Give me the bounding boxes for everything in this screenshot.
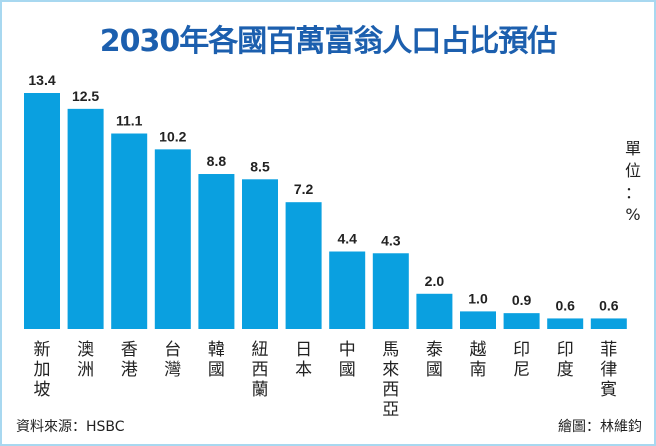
value-label: 13.4 [28,72,55,88]
bar-10 [460,311,496,329]
value-label: 0.6 [555,297,575,313]
category-label: 香港 [121,340,138,380]
bar-12 [547,318,584,329]
value-label: 4.4 [337,231,357,247]
bar-9 [416,293,453,329]
value-label: 1.0 [468,290,488,306]
bar-6 [285,202,322,329]
category-label: 韓國 [208,340,225,380]
bar-3 [154,149,191,329]
category-label: 馬來西亞 [382,340,399,420]
credit-note: 繪圖：林維鈞 [558,419,642,435]
category-label: 紐西蘭 [252,340,269,400]
value-label: 0.9 [512,292,532,308]
category-label: 中國 [339,340,356,380]
value-label: 0.6 [599,297,619,313]
value-label: 4.3 [381,232,401,248]
category-label: 新加坡 [34,340,51,400]
bar-1 [67,108,104,330]
bar-5 [242,179,278,329]
bar-8 [372,253,409,329]
value-label: 11.1 [116,113,143,129]
value-label: 10.2 [159,128,186,144]
chart-title: 2030年各國百萬富翁人口占比預估 [99,24,558,59]
category-label: 越南 [470,340,487,380]
bar-4 [198,174,235,329]
value-label: 8.8 [207,153,227,169]
bar-0 [24,93,60,329]
category-label: 台灣 [164,340,181,380]
bar-11 [503,313,540,329]
bar-7 [329,251,366,329]
category-label: 印度 [557,340,574,380]
value-label: 8.5 [250,158,270,174]
category-label: 泰國 [426,340,443,380]
category-label: 印尼 [513,340,530,380]
bar-2 [111,133,148,329]
value-label: 7.2 [294,181,314,197]
category-label: 日本 [295,340,312,380]
source-note: 資料來源：HSBC [16,419,125,435]
bar-13 [590,318,627,329]
value-label: 2.0 [425,273,445,289]
unit-label: 單位：% [624,139,641,224]
value-label: 12.5 [72,88,99,104]
category-label: 菲律賓 [600,340,617,400]
category-label: 澳洲 [77,340,94,380]
